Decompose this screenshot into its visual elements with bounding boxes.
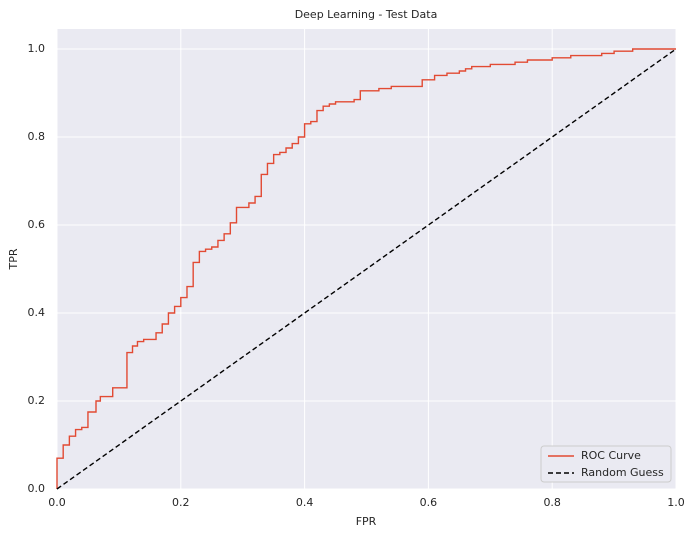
y-tick-label: 0.4 bbox=[28, 306, 46, 319]
y-axis-label: TPR bbox=[7, 248, 20, 270]
line bbox=[56, 48, 677, 490]
y-tick-label: 1.0 bbox=[28, 42, 46, 55]
y-tick-label: 0.2 bbox=[28, 394, 46, 407]
x-tick-label: 0.8 bbox=[543, 496, 561, 509]
plot-area bbox=[57, 29, 676, 489]
y-tick-label: 0.8 bbox=[28, 130, 46, 143]
x-tick-label: 0.2 bbox=[172, 496, 190, 509]
chart-title: Deep Learning - Test Data bbox=[295, 8, 438, 21]
x-tick-label: 0.4 bbox=[296, 496, 314, 509]
y-tick-label: 0.6 bbox=[28, 218, 46, 231]
line bbox=[56, 48, 676, 489]
x-tick-label: 1.0 bbox=[667, 496, 685, 509]
x-axis-label: FPR bbox=[356, 515, 377, 528]
legend-label: Random Guess bbox=[581, 466, 664, 479]
legend-label: ROC Curve bbox=[581, 449, 641, 462]
y-tick-label: 0.0 bbox=[28, 482, 46, 495]
x-tick-label: 0.6 bbox=[420, 496, 438, 509]
x-tick-label: 0.0 bbox=[48, 496, 66, 509]
